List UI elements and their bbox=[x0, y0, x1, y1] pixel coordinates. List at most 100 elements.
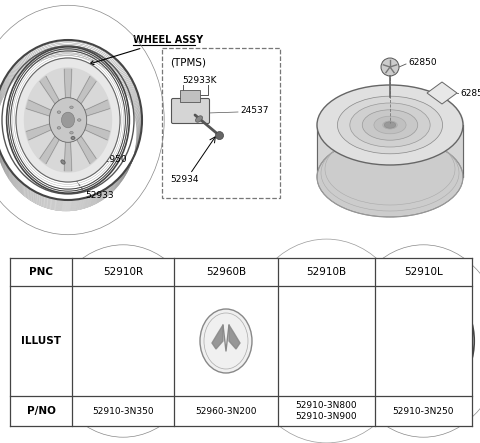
Polygon shape bbox=[389, 323, 417, 341]
Ellipse shape bbox=[131, 340, 134, 342]
Ellipse shape bbox=[86, 297, 160, 385]
Polygon shape bbox=[212, 325, 223, 349]
Ellipse shape bbox=[374, 116, 406, 134]
Ellipse shape bbox=[313, 330, 318, 333]
Text: 62852: 62852 bbox=[460, 89, 480, 97]
Text: 52910-3N350: 52910-3N350 bbox=[92, 407, 154, 416]
Ellipse shape bbox=[381, 289, 467, 393]
Ellipse shape bbox=[16, 58, 120, 182]
Polygon shape bbox=[130, 323, 158, 341]
Polygon shape bbox=[64, 131, 72, 171]
Bar bbox=[180, 90, 200, 102]
Polygon shape bbox=[76, 121, 110, 140]
Ellipse shape bbox=[57, 111, 60, 113]
Text: (TPMS): (TPMS) bbox=[170, 57, 206, 67]
Ellipse shape bbox=[362, 110, 418, 140]
Ellipse shape bbox=[383, 121, 397, 129]
Ellipse shape bbox=[329, 355, 333, 358]
Text: 24537: 24537 bbox=[240, 105, 268, 114]
Ellipse shape bbox=[195, 116, 203, 122]
Polygon shape bbox=[426, 304, 447, 335]
Polygon shape bbox=[120, 350, 127, 384]
FancyBboxPatch shape bbox=[171, 98, 209, 124]
Ellipse shape bbox=[431, 340, 434, 342]
Ellipse shape bbox=[337, 96, 443, 154]
Polygon shape bbox=[126, 347, 147, 378]
Text: 52910-3N250: 52910-3N250 bbox=[393, 407, 454, 416]
Ellipse shape bbox=[24, 67, 112, 173]
Polygon shape bbox=[389, 342, 417, 358]
Polygon shape bbox=[64, 69, 72, 109]
Text: 52910-3N800
52910-3N900: 52910-3N800 52910-3N900 bbox=[296, 401, 357, 421]
Ellipse shape bbox=[108, 322, 139, 360]
Bar bbox=[10, 258, 472, 426]
Ellipse shape bbox=[77, 119, 81, 121]
Polygon shape bbox=[420, 350, 427, 384]
Text: 52960B: 52960B bbox=[206, 267, 246, 277]
Ellipse shape bbox=[317, 137, 463, 217]
Ellipse shape bbox=[313, 349, 318, 352]
Ellipse shape bbox=[338, 339, 342, 342]
Text: 52950: 52950 bbox=[98, 155, 127, 164]
Polygon shape bbox=[319, 293, 334, 329]
Ellipse shape bbox=[285, 292, 368, 390]
Polygon shape bbox=[130, 342, 158, 358]
Text: 52910L: 52910L bbox=[404, 267, 443, 277]
Ellipse shape bbox=[71, 136, 75, 140]
Ellipse shape bbox=[318, 331, 335, 351]
Ellipse shape bbox=[57, 127, 60, 129]
Polygon shape bbox=[40, 76, 64, 113]
Ellipse shape bbox=[70, 132, 73, 134]
Ellipse shape bbox=[124, 329, 128, 331]
Polygon shape bbox=[72, 128, 96, 164]
Text: 62850: 62850 bbox=[408, 58, 437, 66]
Ellipse shape bbox=[114, 346, 118, 349]
Text: 52910B: 52910B bbox=[306, 267, 347, 277]
Bar bbox=[162, 48, 280, 198]
Polygon shape bbox=[120, 298, 127, 332]
Ellipse shape bbox=[414, 346, 418, 349]
Ellipse shape bbox=[124, 350, 128, 353]
Polygon shape bbox=[76, 100, 110, 119]
Polygon shape bbox=[229, 325, 240, 349]
Polygon shape bbox=[327, 350, 350, 388]
Text: 52934: 52934 bbox=[171, 175, 199, 184]
Text: 52933: 52933 bbox=[85, 190, 114, 199]
Polygon shape bbox=[286, 338, 317, 360]
Polygon shape bbox=[427, 82, 457, 104]
Text: P/NO: P/NO bbox=[27, 406, 56, 416]
Polygon shape bbox=[400, 347, 420, 378]
Polygon shape bbox=[88, 342, 117, 358]
Ellipse shape bbox=[80, 289, 166, 393]
Ellipse shape bbox=[329, 324, 333, 327]
Ellipse shape bbox=[61, 160, 65, 164]
Ellipse shape bbox=[425, 350, 428, 353]
Ellipse shape bbox=[418, 334, 429, 348]
Text: 52933K: 52933K bbox=[183, 75, 217, 85]
Ellipse shape bbox=[350, 103, 430, 147]
Polygon shape bbox=[99, 347, 120, 378]
Ellipse shape bbox=[387, 297, 460, 385]
Text: 52960-3N200: 52960-3N200 bbox=[195, 407, 257, 416]
Ellipse shape bbox=[285, 291, 368, 391]
Ellipse shape bbox=[304, 314, 349, 368]
Polygon shape bbox=[88, 323, 117, 341]
Polygon shape bbox=[302, 350, 326, 388]
Polygon shape bbox=[72, 76, 96, 113]
Ellipse shape bbox=[70, 106, 73, 109]
Polygon shape bbox=[430, 323, 458, 341]
Text: WHEEL ASSY: WHEEL ASSY bbox=[90, 35, 203, 65]
Polygon shape bbox=[420, 298, 427, 332]
Polygon shape bbox=[26, 100, 60, 119]
Text: 52910R: 52910R bbox=[103, 267, 143, 277]
Ellipse shape bbox=[384, 122, 396, 128]
Ellipse shape bbox=[200, 309, 252, 373]
Polygon shape bbox=[426, 347, 447, 378]
Ellipse shape bbox=[317, 85, 463, 165]
Polygon shape bbox=[430, 342, 458, 358]
Polygon shape bbox=[40, 128, 64, 164]
Ellipse shape bbox=[114, 333, 118, 336]
Polygon shape bbox=[99, 304, 120, 335]
Circle shape bbox=[216, 132, 224, 140]
Polygon shape bbox=[400, 304, 420, 335]
